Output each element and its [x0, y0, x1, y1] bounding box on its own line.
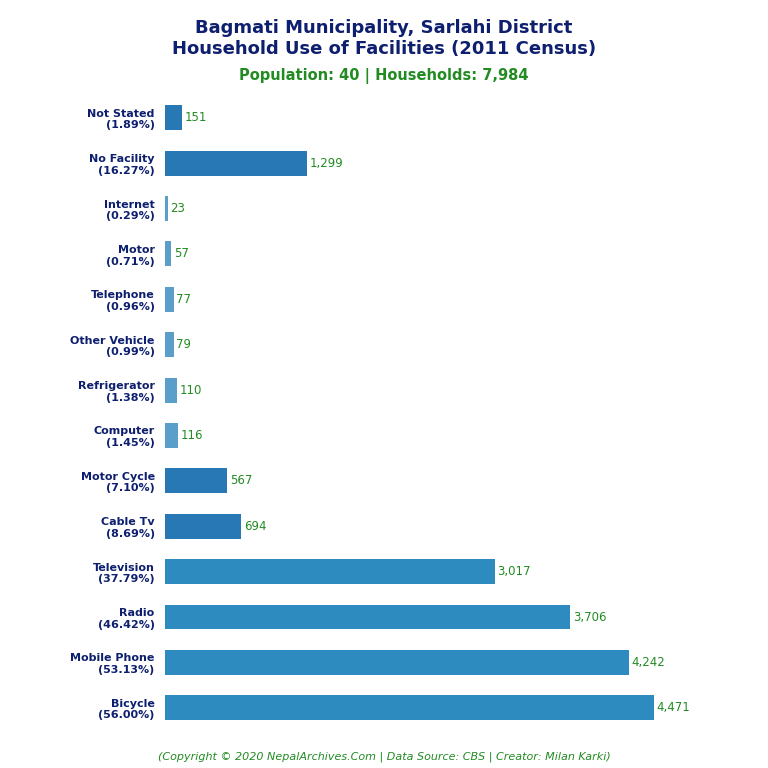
Text: 3,706: 3,706	[573, 611, 607, 624]
Bar	[165, 559, 495, 584]
Text: 151: 151	[184, 111, 207, 124]
Bar	[165, 151, 307, 176]
Text: 77: 77	[177, 293, 191, 306]
Bar	[165, 105, 181, 131]
Text: (Copyright © 2020 NepalArchives.Com | Data Source: CBS | Creator: Milan Karki): (Copyright © 2020 NepalArchives.Com | Da…	[157, 751, 611, 762]
Text: 3,017: 3,017	[498, 565, 531, 578]
Text: 79: 79	[177, 338, 191, 351]
Bar	[165, 333, 174, 357]
Text: 116: 116	[180, 429, 203, 442]
Text: 4,471: 4,471	[657, 701, 690, 714]
Text: 4,242: 4,242	[631, 656, 665, 669]
Text: 567: 567	[230, 475, 252, 488]
Bar	[165, 604, 570, 630]
Text: 1,299: 1,299	[310, 157, 343, 170]
Text: 23: 23	[170, 202, 185, 215]
Text: Population: 40 | Households: 7,984: Population: 40 | Households: 7,984	[240, 68, 528, 84]
Text: 694: 694	[243, 520, 266, 533]
Bar	[165, 241, 171, 266]
Bar	[165, 196, 167, 221]
Bar	[165, 423, 178, 448]
Text: Household Use of Facilities (2011 Census): Household Use of Facilities (2011 Census…	[172, 40, 596, 58]
Bar	[165, 378, 177, 402]
Bar	[165, 287, 174, 312]
Bar	[165, 514, 241, 538]
Text: 57: 57	[174, 247, 189, 260]
Bar	[165, 468, 227, 493]
Bar	[165, 650, 629, 675]
Text: 110: 110	[180, 383, 202, 396]
Text: Bagmati Municipality, Sarlahi District: Bagmati Municipality, Sarlahi District	[195, 19, 573, 37]
Bar	[165, 695, 654, 720]
